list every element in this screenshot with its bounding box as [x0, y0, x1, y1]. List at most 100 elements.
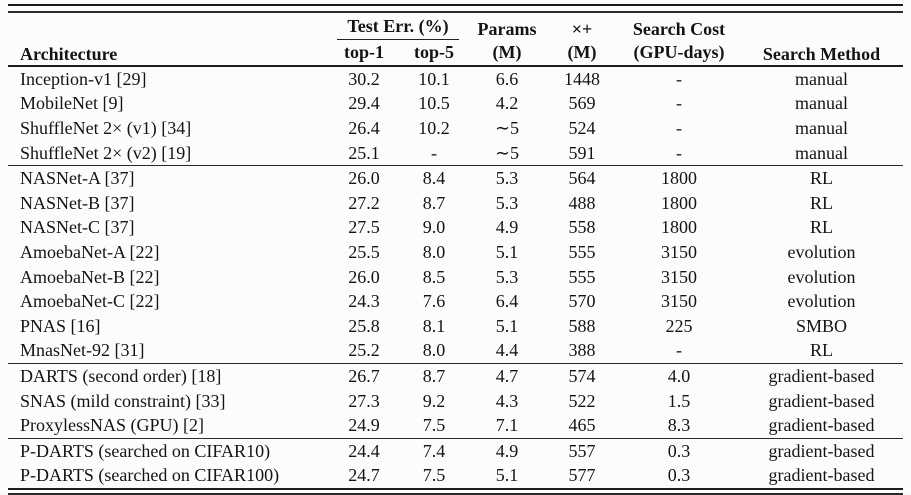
col-header-architecture: Architecture [20, 44, 118, 64]
cell-search-method: evolution [787, 291, 856, 312]
cell-top5: 10.2 [418, 117, 450, 138]
cell-top5: 10.1 [400, 65, 469, 92]
cell-multadds: 388 [568, 340, 596, 361]
cell-search-method: manual [795, 117, 848, 138]
col-header-search-cost-line2: (GPU-days) [633, 42, 725, 62]
cell-search-cost: 8.3 [667, 415, 691, 436]
cell-params: ∼5 [494, 142, 520, 163]
table-row: MnasNet-92 [31] 25.2 8.0 4.4 388 - RL [8, 339, 903, 364]
cell-multadds: 522 [568, 390, 596, 411]
cell-search-cost: - [676, 340, 683, 361]
cell-top1: 26.4 [348, 117, 380, 138]
cell-search-method: gradient-based [740, 437, 904, 464]
cell-params: 5.3 [468, 165, 547, 191]
cell-multadds: 558 [568, 217, 596, 238]
cell-search-cost: 0.3 [618, 463, 741, 491]
cell-top5: 8.7 [422, 192, 446, 213]
cell-architecture: P-DARTS (searched on CIFAR10) [8, 437, 328, 464]
cell-top1: 25.5 [348, 241, 380, 262]
cell-search-cost: 1800 [661, 192, 698, 213]
cell-architecture: Inception-v1 [29] [8, 65, 328, 92]
cell-top5: 7.5 [400, 463, 469, 491]
cell-architecture: MnasNet-92 [31] [20, 340, 145, 361]
cell-top5: 7.5 [422, 415, 446, 436]
cell-params: 5.1 [468, 463, 547, 491]
cell-top5: 9.2 [422, 390, 446, 411]
cell-params: 6.4 [495, 291, 519, 312]
cell-architecture: ProxylessNAS (GPU) [2] [20, 415, 204, 436]
cell-top1: 26.0 [328, 165, 400, 191]
cell-search-method: RL [810, 217, 834, 238]
cell-search-method: gradient-based [740, 363, 904, 389]
cell-search-method: SMBO [796, 315, 848, 336]
cell-multadds: 588 [568, 315, 596, 336]
cell-architecture: MobileNet [9] [20, 93, 124, 114]
cell-architecture: PNAS [16] [20, 315, 101, 336]
table-row: SNAS (mild constraint) [33] 27.3 9.2 4.3… [8, 389, 903, 414]
cell-params: 5.1 [495, 315, 519, 336]
cell-architecture: P-DARTS (searched on CIFAR100) [8, 463, 328, 491]
cell-params: 4.7 [468, 363, 547, 389]
cell-search-method: RL [740, 165, 904, 191]
cell-search-method: gradient-based [740, 463, 904, 491]
cell-top5: 8.1 [422, 315, 446, 336]
cell-search-method: manual [795, 142, 848, 163]
top-rule-outer [8, 4, 903, 6]
cell-top5: 8.5 [422, 266, 446, 287]
cell-top1: 29.4 [348, 93, 380, 114]
cell-architecture: NASNet-B [37] [20, 192, 135, 213]
cell-params: 6.6 [468, 65, 547, 92]
cell-search-cost: 225 [665, 315, 693, 336]
cell-multadds: 557 [546, 437, 619, 464]
cell-top5: 8.4 [400, 165, 469, 191]
cell-top1: 27.5 [348, 217, 380, 238]
col-header-multadds-line1: ×+ [571, 19, 593, 39]
cell-top5: 8.0 [422, 241, 446, 262]
cell-multadds: 1448 [546, 65, 619, 92]
cell-top1: 26.7 [328, 363, 400, 389]
cell-top1: 24.4 [328, 437, 400, 464]
cell-search-method: gradient-based [768, 415, 875, 436]
cell-multadds: 488 [568, 192, 596, 213]
cell-multadds: 555 [568, 241, 596, 262]
table-row: AmoebaNet-B [22] 26.0 8.5 5.3 555 3150 e… [8, 265, 903, 290]
top-rule-inner [8, 11, 903, 13]
table-row: ProxylessNAS (GPU) [2] 24.9 7.5 7.1 465 … [8, 413, 903, 438]
table-row: Inception-v1 [29] 30.2 10.1 6.6 1448 - m… [8, 65, 904, 92]
cell-architecture: SNAS (mild constraint) [33] [20, 390, 226, 411]
cell-multadds: 570 [568, 291, 596, 312]
cell-architecture: AmoebaNet-B [22] [20, 266, 160, 287]
table-row: NASNet-C [37] 27.5 9.0 4.9 558 1800 RL [8, 216, 903, 241]
cell-multadds: 555 [568, 266, 596, 287]
col-header-top1: top-1 [344, 42, 384, 62]
cell-params: 5.1 [495, 241, 519, 262]
cell-params: 4.9 [495, 217, 519, 238]
table-body: Inception-v1 [29] 30.2 10.1 6.6 1448 - m… [8, 65, 904, 491]
cell-top1: 25.1 [348, 142, 380, 163]
cell-architecture: AmoebaNet-C [22] [20, 291, 160, 312]
cell-multadds: 574 [546, 363, 619, 389]
table-top-rules [0, 0, 911, 13]
cell-multadds: 569 [568, 93, 596, 114]
cell-params: ∼5 [494, 117, 520, 138]
cell-architecture: ShuffleNet 2× (v1) [34] [20, 117, 192, 138]
cell-top5: 7.4 [400, 437, 469, 464]
table-row: AmoebaNet-C [22] 24.3 7.6 6.4 570 3150 e… [8, 289, 903, 314]
cell-top5: 7.6 [422, 291, 446, 312]
cell-params: 4.9 [468, 437, 547, 464]
cell-top1: 25.2 [348, 340, 380, 361]
cell-architecture: DARTS (second order) [18] [8, 363, 328, 389]
col-header-top5: top-5 [414, 42, 454, 62]
cell-top1: 24.9 [348, 415, 380, 436]
cell-search-cost: - [618, 65, 741, 92]
cell-multadds: 465 [568, 415, 596, 436]
cell-search-cost: - [676, 142, 683, 163]
table-row: P-DARTS (searched on CIFAR100) 24.7 7.5 … [8, 463, 904, 491]
cell-search-method: gradient-based [768, 390, 875, 411]
cell-search-cost: - [676, 117, 683, 138]
col-group-header-test-err: Test Err. (%) [328, 13, 468, 40]
cell-params: 5.3 [495, 266, 519, 287]
test-err-underlined-label: Test Err. (%) [337, 16, 459, 40]
table-row: P-DARTS (searched on CIFAR10) 24.4 7.4 4… [8, 437, 904, 464]
